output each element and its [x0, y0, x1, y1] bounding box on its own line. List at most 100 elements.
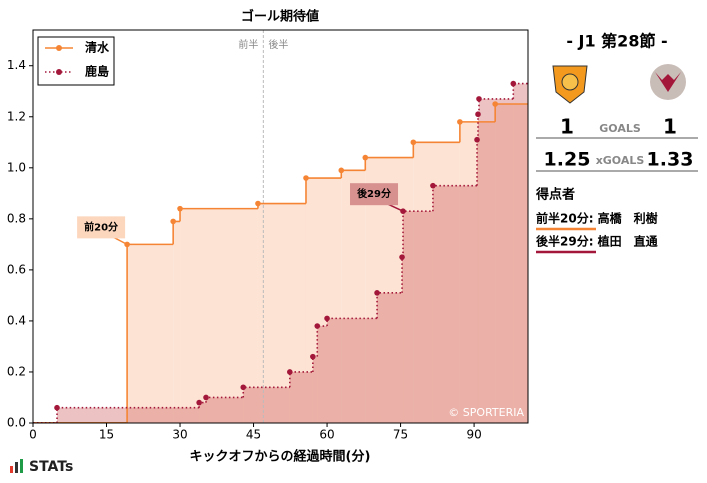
scorer: 前半20分: 高橋 利樹 — [536, 211, 658, 226]
goals-label: GOALS — [599, 122, 641, 135]
x-tick-label: 0 — [29, 428, 37, 442]
area-step — [312, 356, 318, 423]
area-step — [495, 104, 528, 423]
step-line — [326, 317, 378, 327]
chart-title: ゴール期待値 — [241, 9, 319, 25]
point — [54, 404, 60, 411]
point — [314, 323, 321, 329]
x-tick-label: 30 — [172, 428, 187, 442]
half-label: 前半 — [238, 38, 258, 51]
point — [170, 218, 176, 225]
area-step — [377, 292, 403, 423]
area-step — [317, 326, 328, 423]
step-line — [312, 355, 318, 372]
away-xg: 1.33 — [647, 149, 694, 171]
point — [474, 136, 480, 143]
area-step — [243, 387, 290, 423]
point — [255, 200, 261, 207]
point — [510, 80, 517, 87]
y-tick-label: 0.0 — [7, 416, 26, 430]
point — [240, 384, 247, 391]
step-line — [432, 184, 478, 212]
brand-logo: STATs — [10, 459, 73, 475]
point — [476, 96, 482, 102]
score-panel: - J1 第28節 - 1 GOALS 1 1.25 xGOALS 1.33 得… — [535, 32, 698, 254]
point — [177, 205, 183, 212]
area-step — [402, 257, 404, 423]
step-line — [512, 82, 528, 99]
annotation: 後29分 — [357, 187, 391, 200]
x-tick-label: 90 — [466, 428, 481, 442]
area-step — [432, 185, 478, 423]
area-step — [199, 402, 207, 423]
half-label: 後半 — [268, 38, 288, 51]
home-xg: 1.25 — [544, 149, 591, 171]
step-line — [289, 371, 313, 388]
y-tick-label: 0.6 — [7, 262, 26, 276]
area-step — [477, 139, 479, 423]
area-step — [459, 121, 496, 424]
area-step — [289, 371, 313, 423]
point — [362, 154, 369, 161]
area-step — [257, 203, 306, 423]
point — [430, 182, 436, 189]
x-tick-label: 75 — [393, 428, 408, 442]
home-crest — [552, 65, 588, 104]
area-step — [173, 221, 181, 423]
point — [457, 119, 463, 125]
step-line — [242, 386, 290, 398]
scorer: 後半29分: 植田 直通 — [536, 234, 658, 249]
point — [324, 315, 330, 322]
step-line — [478, 98, 514, 115]
x-tick-label: 15 — [99, 428, 114, 442]
annotation-box — [77, 216, 126, 239]
point — [475, 111, 481, 118]
step-line — [477, 113, 479, 140]
away-crest — [650, 64, 686, 100]
round: - J1 第28節 - — [566, 32, 667, 51]
area-step — [403, 211, 433, 423]
y-tick-label: 0.4 — [7, 313, 26, 327]
y-tick-label: 1.2 — [7, 109, 26, 123]
point — [303, 175, 309, 181]
step-line — [316, 325, 328, 357]
area-step — [327, 318, 378, 423]
brand-text: STATs — [29, 459, 73, 475]
legend-box — [37, 36, 115, 86]
point — [338, 167, 345, 174]
away-goals: 1 — [663, 115, 677, 139]
y-tick-label: 1.4 — [7, 58, 26, 72]
area-step — [57, 407, 200, 423]
area-step — [513, 83, 528, 423]
area-step — [478, 114, 479, 423]
y-tick-label: 1.0 — [7, 160, 26, 174]
plot-frame — [32, 29, 529, 424]
step-line — [376, 292, 403, 319]
step-line — [56, 406, 200, 423]
point — [410, 139, 417, 146]
area-step — [478, 98, 514, 424]
annotation-box — [350, 183, 399, 206]
legend-label: 鹿島 — [85, 64, 109, 79]
legend-marker — [56, 69, 62, 75]
y-tick-label: 0.2 — [7, 364, 26, 378]
area-step — [341, 170, 366, 423]
point — [492, 101, 498, 107]
point — [400, 208, 406, 214]
x-tick-label: 60 — [319, 428, 334, 442]
point — [203, 394, 209, 401]
watermark: © SPORTERIA — [448, 406, 524, 419]
point — [310, 353, 316, 360]
point — [287, 369, 293, 375]
x-tick-label: 45 — [246, 428, 261, 442]
area-step — [413, 142, 460, 424]
point — [196, 399, 202, 406]
x-axis-label: キックオフからの経過時間(分) — [190, 449, 371, 465]
area-step — [206, 397, 244, 423]
area-step — [127, 244, 174, 423]
legend-label: 清水 — [85, 40, 110, 55]
scorers-title: 得点者 — [535, 187, 575, 203]
annotation: 前20分 — [84, 220, 118, 233]
xg-label: xGOALS — [596, 154, 645, 167]
point — [399, 254, 405, 260]
